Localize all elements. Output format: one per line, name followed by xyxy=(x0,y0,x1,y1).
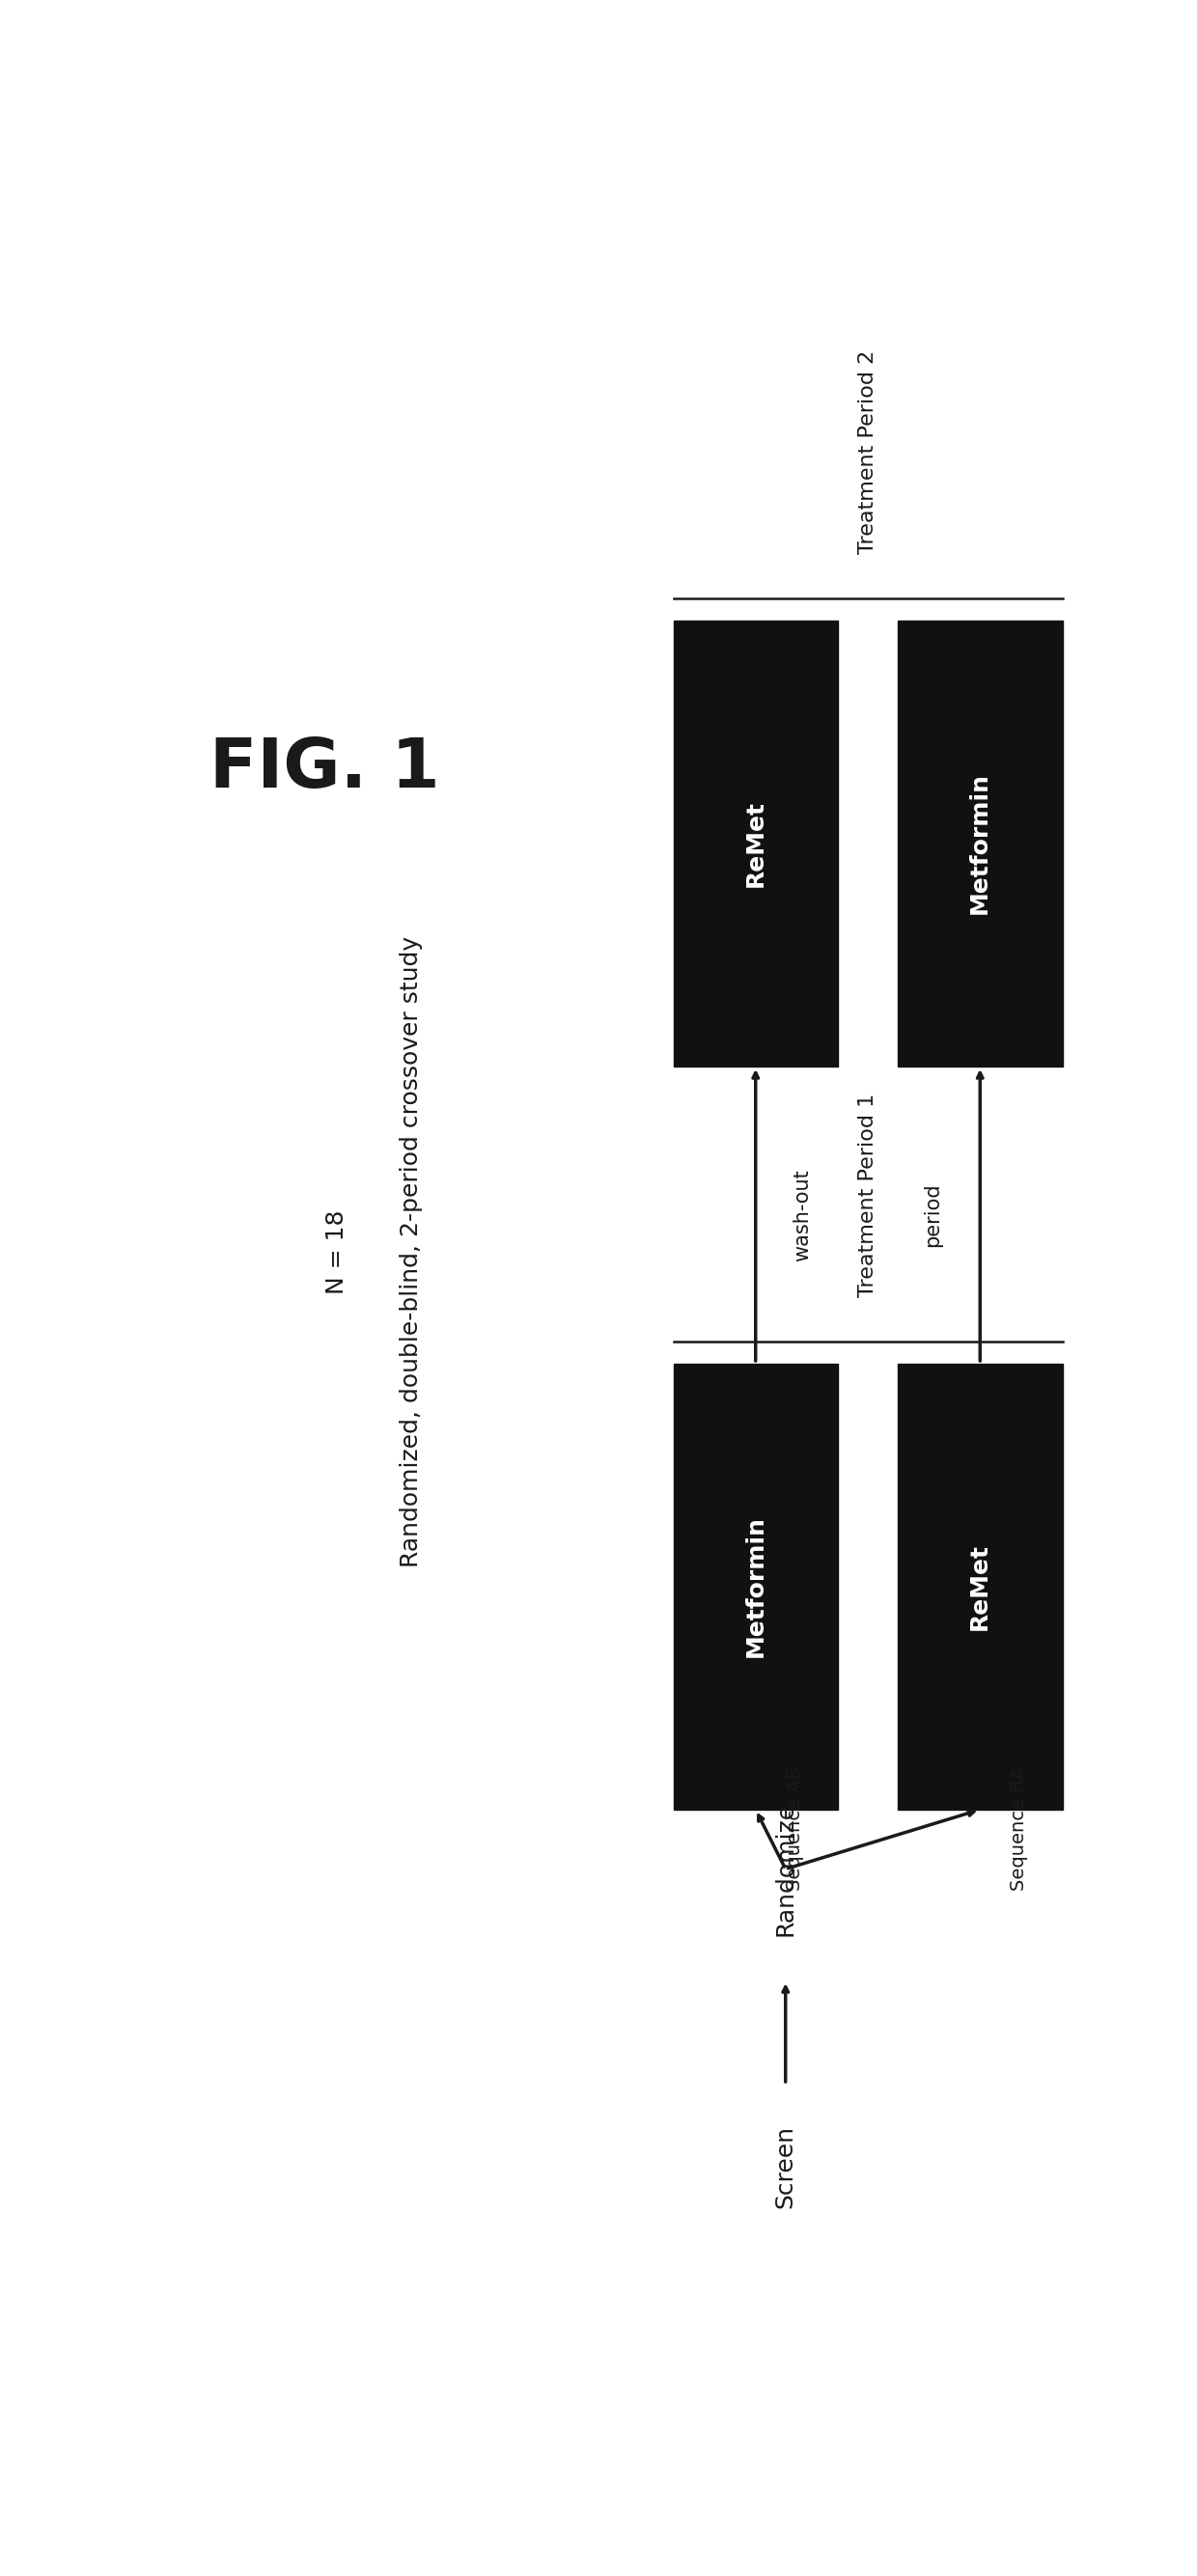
Text: Randomized, double-blind, 2-period crossover study: Randomized, double-blind, 2-period cross… xyxy=(400,938,423,1569)
Text: Treatment Period 2: Treatment Period 2 xyxy=(858,350,877,554)
Bar xyxy=(673,1363,838,1808)
Text: period: period xyxy=(923,1182,943,1247)
Text: ReMet: ReMet xyxy=(745,801,767,886)
Text: ReMet: ReMet xyxy=(968,1543,991,1631)
Text: FIG. 1: FIG. 1 xyxy=(209,737,439,804)
Text: Screen: Screen xyxy=(774,2125,797,2208)
Text: wash-out: wash-out xyxy=(792,1170,813,1262)
Text: Sequence BA: Sequence BA xyxy=(1010,1767,1028,1891)
Bar xyxy=(898,1363,1063,1808)
Text: Treatment Period 1: Treatment Period 1 xyxy=(858,1092,877,1296)
Text: Sequence AB: Sequence AB xyxy=(785,1767,804,1891)
Text: Randomize: Randomize xyxy=(774,1801,797,1937)
Text: N = 18: N = 18 xyxy=(326,1211,348,1293)
Bar xyxy=(673,621,838,1066)
Text: Metformin: Metformin xyxy=(968,773,991,914)
Bar xyxy=(898,621,1063,1066)
Text: Metformin: Metformin xyxy=(745,1515,767,1656)
